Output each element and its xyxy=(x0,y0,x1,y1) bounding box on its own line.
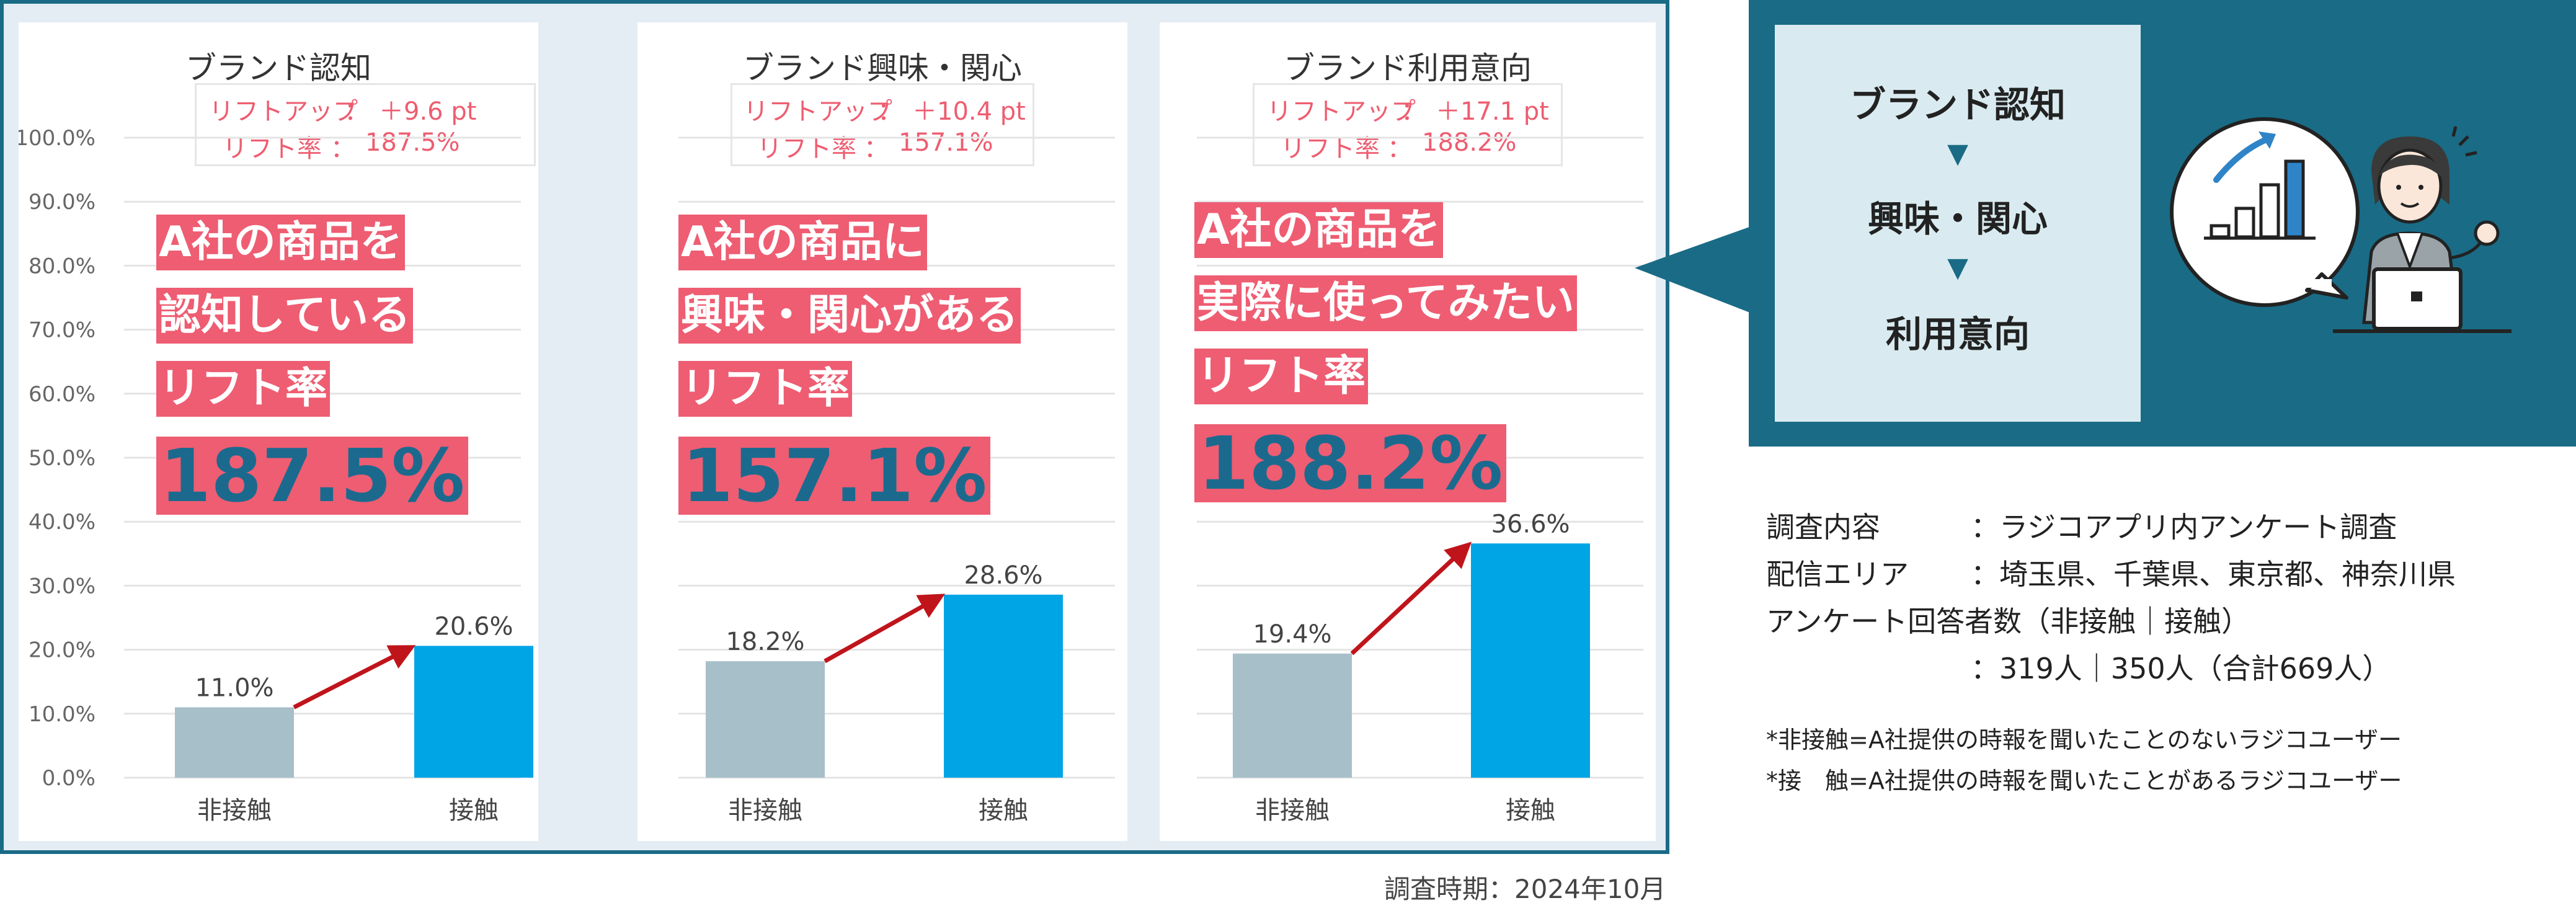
survey-period: 調査時期：2024年10月 xyxy=(1384,874,1666,904)
data-label: 11.0% xyxy=(195,674,273,702)
category-label: 非接触 xyxy=(1255,796,1330,825)
respondents-label: アンケート回答者数（非接触｜接触） xyxy=(1766,605,2250,638)
lift-rate-big: 188.2% xyxy=(1194,424,1507,502)
colon: ： xyxy=(877,97,902,126)
headline-line: リフト率 xyxy=(1194,349,1369,404)
bar xyxy=(944,594,1063,778)
headline-line: A社の商品を xyxy=(156,215,405,270)
lift-rate-label: リフト率 xyxy=(757,135,856,163)
funnel-step: 利用意向 xyxy=(1885,313,2030,355)
colon: ： xyxy=(864,135,889,163)
lift-rate-big: 157.1% xyxy=(678,437,991,515)
bar xyxy=(706,661,825,778)
y-tick-label: 10.0% xyxy=(29,702,95,727)
headline-line: 興味・関心がある xyxy=(678,288,1021,344)
data-label: 20.6% xyxy=(434,612,513,641)
category-label: 接触 xyxy=(1506,796,1555,825)
respondents-value: ：319人｜350人（合計669人） xyxy=(1971,652,2391,685)
down-arrow-icon: ▼ xyxy=(1947,252,1968,283)
lift-box: リフトアップ ： ＋9.6 pt リフト率 ： 187.5% xyxy=(195,83,536,166)
y-tick-label: 80.0% xyxy=(29,254,95,278)
y-tick-label: 70.0% xyxy=(29,318,95,343)
survey-key: 調査内容 xyxy=(1766,510,1880,544)
lift-arrow xyxy=(824,594,946,664)
panel-brand-interest: ブランド興味・関心 リフトアップ ： ＋10.4 pt リフト率 ： 157.1… xyxy=(637,22,1127,841)
funnel-box: ブランド認知 ▼ 興味・関心 ▼ 利用意向 xyxy=(1775,25,2141,422)
footnote: *接 触=A社提供の時報を聞いたことがあるラジコユーザー xyxy=(1766,767,2402,794)
lift-arrow xyxy=(1350,541,1472,656)
colon: ： xyxy=(1387,135,1412,163)
headline-line: 認知している xyxy=(156,288,413,344)
lift-box: リフトアップ ： ＋10.4 pt リフト率 ： 157.1% xyxy=(731,83,1034,166)
y-tick-label: 50.0% xyxy=(29,446,95,471)
category-label: 接触 xyxy=(979,796,1028,825)
chart-frame: ブランド認知 リフトアップ ： ＋9.6 pt リフト率 ： 187.5% 0.… xyxy=(0,0,1669,854)
lift-up-value: ＋10.4 pt xyxy=(912,97,1026,126)
colon: ： xyxy=(331,135,355,163)
lift-rate-value: 187.5% xyxy=(365,128,460,157)
funnel-step: 興味・関心 xyxy=(1867,198,2048,240)
category-label: 非接触 xyxy=(197,796,272,825)
y-tick-label: 60.0% xyxy=(29,382,95,407)
lift-up-value: ＋9.6 pt xyxy=(379,97,477,126)
callout-pointer xyxy=(1635,225,1756,315)
data-label: 28.6% xyxy=(964,561,1042,590)
footnotes: *非接触=A社提供の時報を聞いたことのないラジコユーザー *接 触=A社提供の時… xyxy=(1766,719,2402,801)
lift-rate-value: 157.1% xyxy=(899,128,993,157)
headline-line: 実際に使ってみたい xyxy=(1194,275,1577,331)
lift-up-label: リフトアップ xyxy=(1267,97,1416,126)
footnote: *非接触=A社提供の時報を聞いたことのないラジコユーザー xyxy=(1766,726,2402,754)
lift-rate-big: 187.5% xyxy=(156,437,469,515)
category-label: 接触 xyxy=(449,796,499,825)
colon: ： xyxy=(1401,97,1426,126)
panel-title: ブランド認知 xyxy=(185,50,371,86)
bar-chart: 19.4% 非接触 36.6% 接触 xyxy=(1197,136,1643,825)
headline-line: A社の商品を xyxy=(1194,202,1443,258)
bar xyxy=(175,707,294,778)
headline-line: リフト率 xyxy=(156,361,331,417)
y-tick-label: 0.0% xyxy=(42,766,95,791)
survey-value: ：ラジコアプリ内アンケート調査 xyxy=(1971,510,2397,544)
bar-chart: 0.0% 10.0% 20.0% 30.0% 40.0% 50.0% 60.0% 70.0% 8… xyxy=(19,126,533,825)
data-label: 19.4% xyxy=(1253,620,1331,649)
panel-brand-usage-intent: ブランド利用意向 リフトアップ ： ＋17.1 pt リフト率 ： 188.2%… xyxy=(1160,22,1656,841)
y-tick-label: 100.0% xyxy=(19,126,95,151)
lift-rate-label: リフト率 xyxy=(223,135,322,163)
person-at-laptop-icon xyxy=(2333,126,2512,333)
y-tick-label: 20.0% xyxy=(29,638,95,663)
y-tick-label: 40.0% xyxy=(29,510,95,535)
down-arrow-icon: ▼ xyxy=(1947,138,1968,169)
panel-brand-awareness: ブランド認知 リフトアップ ： ＋9.6 pt リフト率 ： 187.5% 0.… xyxy=(19,22,538,841)
headline-line: A社の商品に xyxy=(678,215,927,270)
category-label: 非接触 xyxy=(728,796,802,825)
headline-line: リフト率 xyxy=(678,361,853,417)
lift-arrow xyxy=(293,645,416,709)
y-tick-label: 30.0% xyxy=(29,574,95,598)
y-tick-label: 90.0% xyxy=(29,190,95,215)
colon: ： xyxy=(344,97,369,126)
analyst-illustration-icon xyxy=(2170,117,2512,333)
bar xyxy=(414,646,533,778)
lift-up-label: リフトアップ xyxy=(209,97,358,126)
bar xyxy=(1471,543,1590,778)
headline: A社の商品を 認知している リフト率 187.5% xyxy=(156,215,469,515)
headline: A社の商品を 実際に使ってみたい リフト率 188.2% xyxy=(1194,202,1577,502)
lift-up-value: ＋17.1 pt xyxy=(1436,97,1549,126)
data-label: 18.2% xyxy=(726,628,804,656)
lift-rate-value: 188.2% xyxy=(1422,128,1517,157)
data-label: 36.6% xyxy=(1491,510,1570,538)
lift-up-label: リフトアップ xyxy=(744,97,892,126)
rising-chart-icon xyxy=(2170,117,2360,307)
funnel-step: ブランド認知 xyxy=(1849,84,2066,126)
lift-box: リフトアップ ： ＋17.1 pt リフト率 ： 188.2% xyxy=(1253,83,1563,166)
survey-value: ：埼玉県、千葉県、東京都、神奈川県 xyxy=(1971,558,2456,591)
panel-title: ブランド興味・関心 xyxy=(743,50,1022,86)
bar xyxy=(1233,653,1352,778)
panel-title: ブランド利用意向 xyxy=(1284,50,1532,86)
lift-rate-label: リフト率 xyxy=(1281,135,1380,163)
headline: A社の商品に 興味・関心がある リフト率 157.1% xyxy=(678,215,1021,515)
survey-key: 配信エリア xyxy=(1766,558,1909,591)
